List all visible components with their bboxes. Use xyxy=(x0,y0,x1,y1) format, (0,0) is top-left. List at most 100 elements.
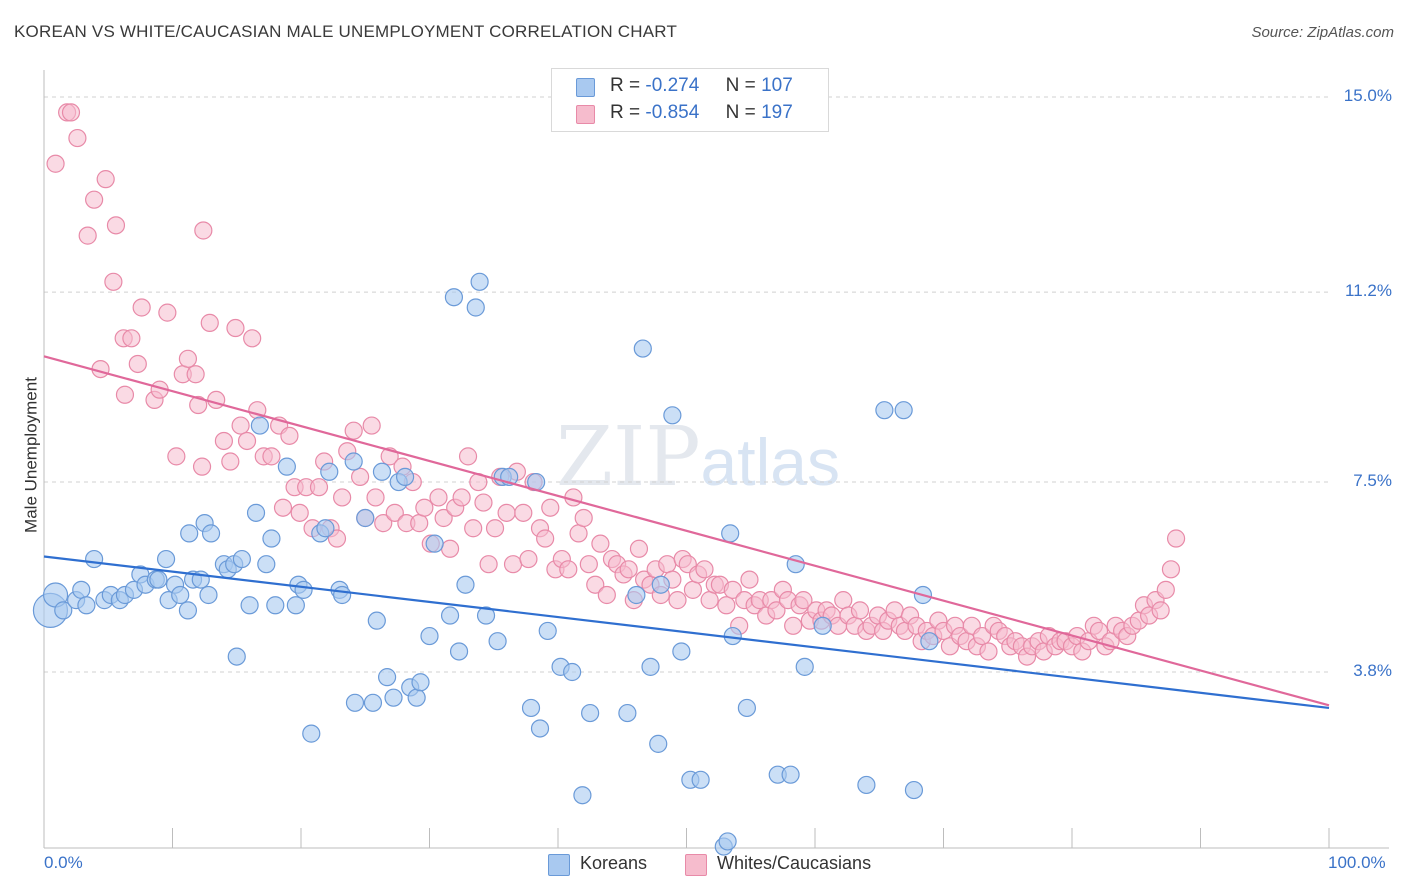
point-koreans xyxy=(302,724,321,743)
point-whites xyxy=(186,365,205,384)
point-koreans xyxy=(470,272,489,291)
point-whites xyxy=(158,303,177,322)
point-koreans xyxy=(384,688,403,707)
point-koreans xyxy=(149,570,168,589)
source-label: Source: ZipAtlas.com xyxy=(1251,24,1394,41)
point-whites xyxy=(519,549,538,569)
point-whites xyxy=(243,329,262,348)
point-whites xyxy=(231,416,250,435)
point-whites xyxy=(106,216,126,235)
legend-swatch-whites xyxy=(685,854,707,876)
point-koreans xyxy=(627,585,646,605)
point-whites xyxy=(85,190,104,209)
point-koreans xyxy=(372,462,392,481)
point-whites xyxy=(78,226,97,245)
point-whites xyxy=(46,154,65,173)
point-koreans xyxy=(521,698,541,718)
legend-label-whites: Whites/Caucasians xyxy=(717,853,872,873)
point-koreans xyxy=(920,632,939,651)
x-tick-min: 0.0% xyxy=(44,853,83,872)
y-tick-label: 3.8% xyxy=(1353,661,1392,680)
point-koreans xyxy=(199,585,218,605)
point-whites xyxy=(366,488,385,507)
point-koreans xyxy=(449,642,469,661)
point-whites xyxy=(717,596,736,615)
point-whites xyxy=(434,508,453,528)
point-whites xyxy=(700,591,719,610)
point-koreans xyxy=(178,601,198,620)
point-koreans xyxy=(257,555,276,574)
point-koreans xyxy=(363,693,383,712)
legend-swatch-blue xyxy=(576,78,595,97)
point-whites xyxy=(344,421,363,440)
point-whites xyxy=(122,329,141,348)
legend-r-value: -0.854 xyxy=(645,102,700,123)
point-whites xyxy=(237,431,257,451)
point-whites xyxy=(536,529,555,548)
point-whites xyxy=(695,560,714,579)
point-whites xyxy=(574,508,593,528)
point-whites xyxy=(128,354,147,374)
point-whites xyxy=(464,519,483,538)
point-whites xyxy=(167,447,186,466)
point-koreans xyxy=(721,524,740,543)
point-whites xyxy=(351,467,370,487)
point-whites xyxy=(586,575,605,594)
point-koreans xyxy=(85,549,104,569)
axes xyxy=(43,70,1389,849)
point-koreans xyxy=(718,832,737,851)
series-whites-points xyxy=(46,103,1186,666)
point-whites xyxy=(309,478,329,497)
point-koreans xyxy=(407,688,426,707)
point-whites xyxy=(479,555,498,574)
point-koreans xyxy=(691,770,710,789)
point-whites xyxy=(429,488,448,507)
point-koreans xyxy=(581,703,600,723)
point-whites xyxy=(1151,601,1170,620)
point-whites xyxy=(784,616,803,635)
point-koreans xyxy=(857,775,876,795)
point-whites xyxy=(850,601,870,620)
point-whites xyxy=(597,585,616,605)
point-koreans xyxy=(54,601,73,620)
point-whites xyxy=(415,498,434,517)
point-whites xyxy=(619,560,638,579)
point-whites xyxy=(885,601,904,620)
point-whites xyxy=(226,318,245,338)
point-whites xyxy=(485,519,505,538)
legend-n-label: N = xyxy=(725,102,756,123)
point-whites xyxy=(214,431,233,451)
point-whites xyxy=(333,488,352,507)
point-koreans xyxy=(894,401,913,420)
point-whites xyxy=(362,416,381,435)
point-koreans xyxy=(875,401,894,420)
point-whites xyxy=(740,570,759,589)
point-koreans xyxy=(72,580,91,599)
point-whites xyxy=(497,503,516,522)
legend-r-value: -0.274 xyxy=(645,75,700,96)
point-koreans xyxy=(171,585,190,605)
point-whites xyxy=(374,514,393,533)
point-whites xyxy=(658,555,677,574)
point-whites xyxy=(514,503,533,522)
legend-r-label: R = xyxy=(610,75,641,96)
legend-swatch-koreans xyxy=(548,854,570,876)
point-koreans xyxy=(663,406,682,425)
point-whites xyxy=(440,539,460,558)
point-koreans xyxy=(440,606,460,625)
series-koreans-points xyxy=(32,272,939,856)
point-whites xyxy=(972,626,992,646)
point-whites xyxy=(273,498,293,517)
point-whites xyxy=(1156,580,1175,599)
point-whites xyxy=(96,170,115,189)
point-whites xyxy=(767,601,786,620)
point-whites xyxy=(1089,621,1109,641)
point-whites xyxy=(452,488,471,507)
point-whites xyxy=(503,555,523,574)
point-koreans xyxy=(395,467,415,487)
trend-line-whites xyxy=(43,355,1330,707)
point-koreans xyxy=(795,657,814,676)
point-koreans xyxy=(618,703,637,723)
legend-label-koreans: Koreans xyxy=(580,853,648,873)
